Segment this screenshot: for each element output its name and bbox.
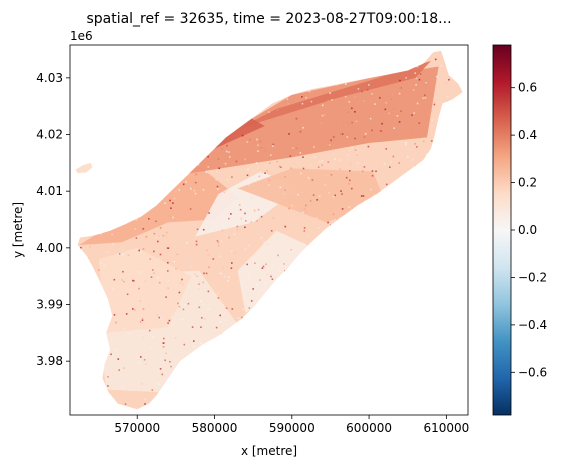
y-tick-label: 4.02 [36, 128, 63, 142]
x-tick-label: 610000 [423, 421, 469, 435]
x-tick-label: 590000 [269, 421, 315, 435]
ndvi-zone [183, 66, 439, 175]
x-tick-label: 570000 [114, 421, 160, 435]
y-tick-label: 4.03 [36, 71, 63, 85]
colorbar-gradient [492, 44, 512, 416]
plot-area [70, 45, 468, 415]
ndvi-raster [75, 50, 463, 410]
colorbar-tick-label: 0.0 [518, 223, 537, 237]
y-axis-label: y [metre] [11, 202, 25, 258]
y-tick-label: 3.99 [36, 298, 63, 312]
ndvi-zone [237, 60, 431, 129]
colorbar-tick-label: 0.2 [518, 176, 537, 190]
y-tick-label: 4.00 [36, 241, 63, 255]
islet-landmass [75, 162, 93, 174]
ndvi-zone [237, 168, 385, 223]
colorbar-tick-label: −0.4 [518, 318, 547, 332]
ndvi-zones [77, 50, 463, 410]
x-tick-label: 580000 [192, 421, 238, 435]
colorbar-tick-label: −0.6 [518, 365, 547, 379]
colorbar-tick-label: 0.4 [518, 128, 537, 142]
x-tick-label: 600000 [346, 421, 392, 435]
colorbar-ticks: −0.6 −0.4 −0.2 0.0 0.2 0.4 0.6 [511, 81, 547, 379]
chart-title: spatial_ref = 32635, time = 2023-08-27T0… [86, 11, 451, 27]
y-offset-label: 1e6 [70, 29, 93, 43]
x-axis: 570000 580000 590000 600000 610000 [114, 415, 469, 435]
y-axis: 3.98 3.99 4.00 4.01 4.02 4.03 [36, 71, 70, 368]
x-axis-label: x [metre] [241, 444, 297, 458]
colorbar-tick-label: 0.6 [518, 81, 537, 95]
plot-frame [69, 44, 469, 416]
y-tick-label: 3.98 [36, 354, 63, 368]
ndvi-zone [98, 247, 192, 333]
ndvi-zone [237, 230, 308, 313]
y-tick-label: 4.01 [36, 184, 63, 198]
colorbar: −0.6 −0.4 −0.2 0.0 0.2 0.4 0.6 [492, 44, 547, 416]
colorbar-tick-label: −0.2 [518, 270, 547, 284]
